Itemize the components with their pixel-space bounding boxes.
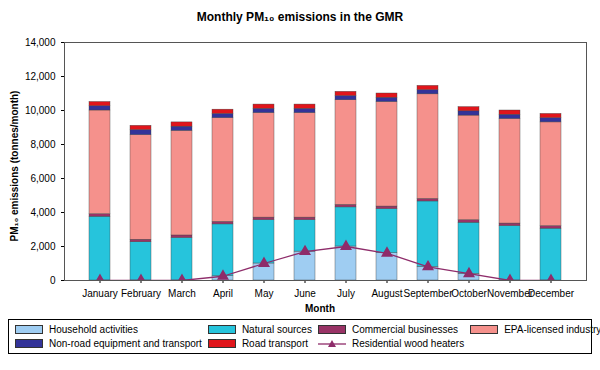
html-text:Monthly PM₁₀ emissions in the: Monthly PM₁₀ emissions in the GMR: [196, 10, 404, 24]
svg-text:10,000: 10,000: [25, 105, 56, 116]
html-text:Road transport: Road transport: [241, 338, 308, 349]
html-text:Month: Month: [305, 303, 335, 314]
svg-text:4,000: 4,000: [30, 207, 55, 218]
svg-text:October: October: [451, 288, 487, 299]
svg-text:2,000: 2,000: [30, 241, 55, 252]
svg-text:6,000: 6,000: [30, 173, 55, 184]
svg-text:December: December: [528, 288, 575, 299]
svg-text:November: November: [487, 288, 534, 299]
html-text:Non-road equipment and transpo: Non-road equipment and transport: [49, 338, 202, 349]
html-text:Residential wood heaters: Residential wood heaters: [351, 338, 465, 349]
svg-text:12,000: 12,000: [25, 71, 56, 82]
svg-text:January: January: [82, 288, 118, 299]
html-text:Commercial businesses: Commercial businesses: [351, 324, 459, 335]
html-text:PM₁₀ emissions (tonnes/month): PM₁₀ emissions (tonnes/month): [8, 90, 20, 242]
svg-text:0: 0: [50, 275, 56, 286]
html-text:Household activities: Household activities: [49, 324, 138, 335]
svg-text:14,000: 14,000: [25, 37, 56, 48]
svg-text:September: September: [404, 288, 454, 299]
html-text:Natural sources: Natural sources: [241, 324, 312, 335]
svg-text:June: June: [294, 288, 316, 299]
svg-text:August: August: [371, 288, 402, 299]
svg-text:May: May: [255, 288, 274, 299]
svg-text:July: July: [337, 288, 355, 299]
svg-text:April: April: [213, 288, 233, 299]
svg-text:8,000: 8,000: [30, 139, 55, 150]
svg-text:March: March: [168, 288, 196, 299]
svg-text:February: February: [121, 288, 161, 299]
